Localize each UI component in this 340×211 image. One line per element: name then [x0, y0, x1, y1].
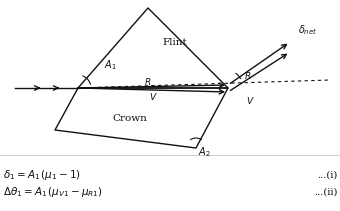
Text: $R$: $R$: [144, 76, 152, 87]
Text: Crown: Crown: [113, 114, 148, 123]
Text: $R$: $R$: [244, 69, 252, 81]
Text: $V$: $V$: [246, 95, 254, 106]
Text: ...(i): ...(i): [317, 170, 337, 180]
Text: ...(ii): ...(ii): [313, 188, 337, 196]
Text: $\delta_1 = A_1\,(\mu_1 - 1)$: $\delta_1 = A_1\,(\mu_1 - 1)$: [3, 168, 81, 182]
Text: $V$: $V$: [149, 91, 157, 101]
Text: $A_1$: $A_1$: [104, 58, 116, 72]
Text: Flint: Flint: [163, 38, 187, 46]
Text: $\Delta\theta_1 = A_1\,(\mu_{V1} - \mu_{R1})$: $\Delta\theta_1 = A_1\,(\mu_{V1} - \mu_{…: [3, 185, 103, 199]
Text: $\delta_{net}$: $\delta_{net}$: [298, 23, 318, 37]
Text: $A_2$: $A_2$: [198, 145, 210, 159]
